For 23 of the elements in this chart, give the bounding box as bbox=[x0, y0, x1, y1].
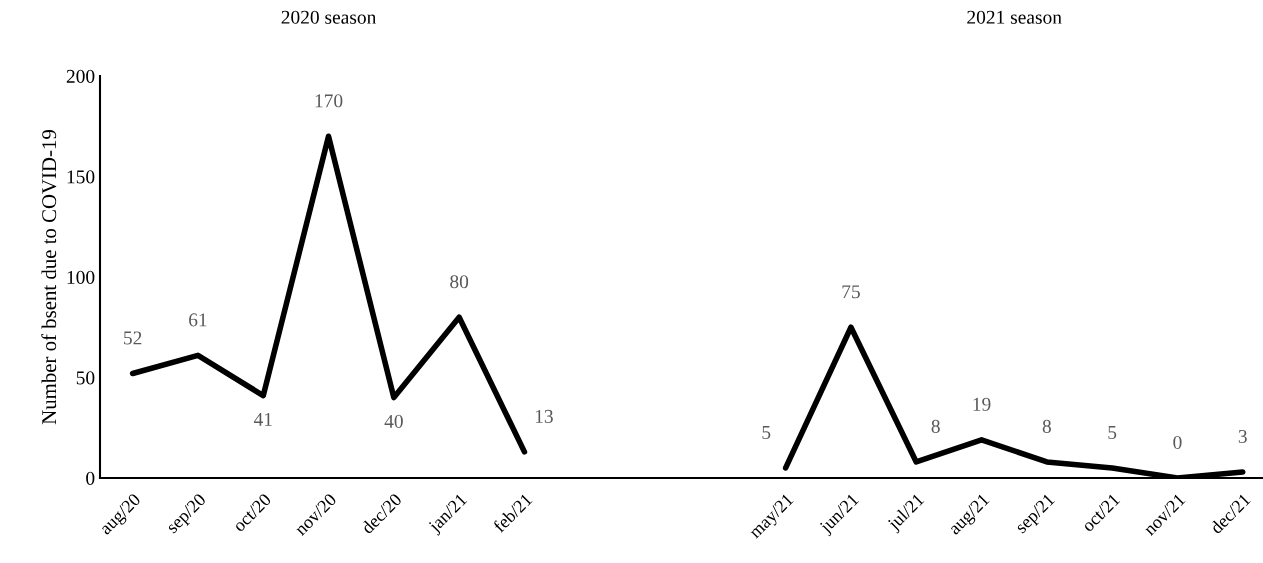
data-label: 41 bbox=[253, 412, 272, 426]
y-tick-label: 200 bbox=[66, 69, 95, 83]
text: 2021 season bbox=[967, 10, 1062, 24]
y-axis-title: Number of bsent due to COVID-19 bbox=[41, 130, 57, 425]
data-label: 75 bbox=[842, 285, 860, 299]
data-label: 8 bbox=[1042, 419, 1051, 433]
data-label: 3 bbox=[1238, 429, 1247, 444]
y-tick-label: 150 bbox=[67, 170, 95, 184]
data-label: 170 bbox=[315, 94, 343, 108]
data-label: 61 bbox=[189, 313, 207, 327]
data-label: 5 bbox=[1108, 426, 1117, 439]
data-label: 19 bbox=[973, 397, 991, 411]
y-tick-label: 50 bbox=[76, 371, 95, 385]
data-label: 5 bbox=[762, 426, 771, 439]
data-label: 13 bbox=[535, 409, 553, 423]
data-label: 8 bbox=[931, 419, 940, 433]
y-tick-label: 0 bbox=[86, 471, 95, 485]
y-tick-label: 100 bbox=[67, 270, 95, 284]
data-label: 80 bbox=[450, 275, 469, 289]
data-label: 0 bbox=[1173, 435, 1182, 450]
data-label: 52 bbox=[124, 331, 142, 345]
data-label: 40 bbox=[384, 414, 403, 428]
text: 2020 season bbox=[281, 10, 377, 24]
